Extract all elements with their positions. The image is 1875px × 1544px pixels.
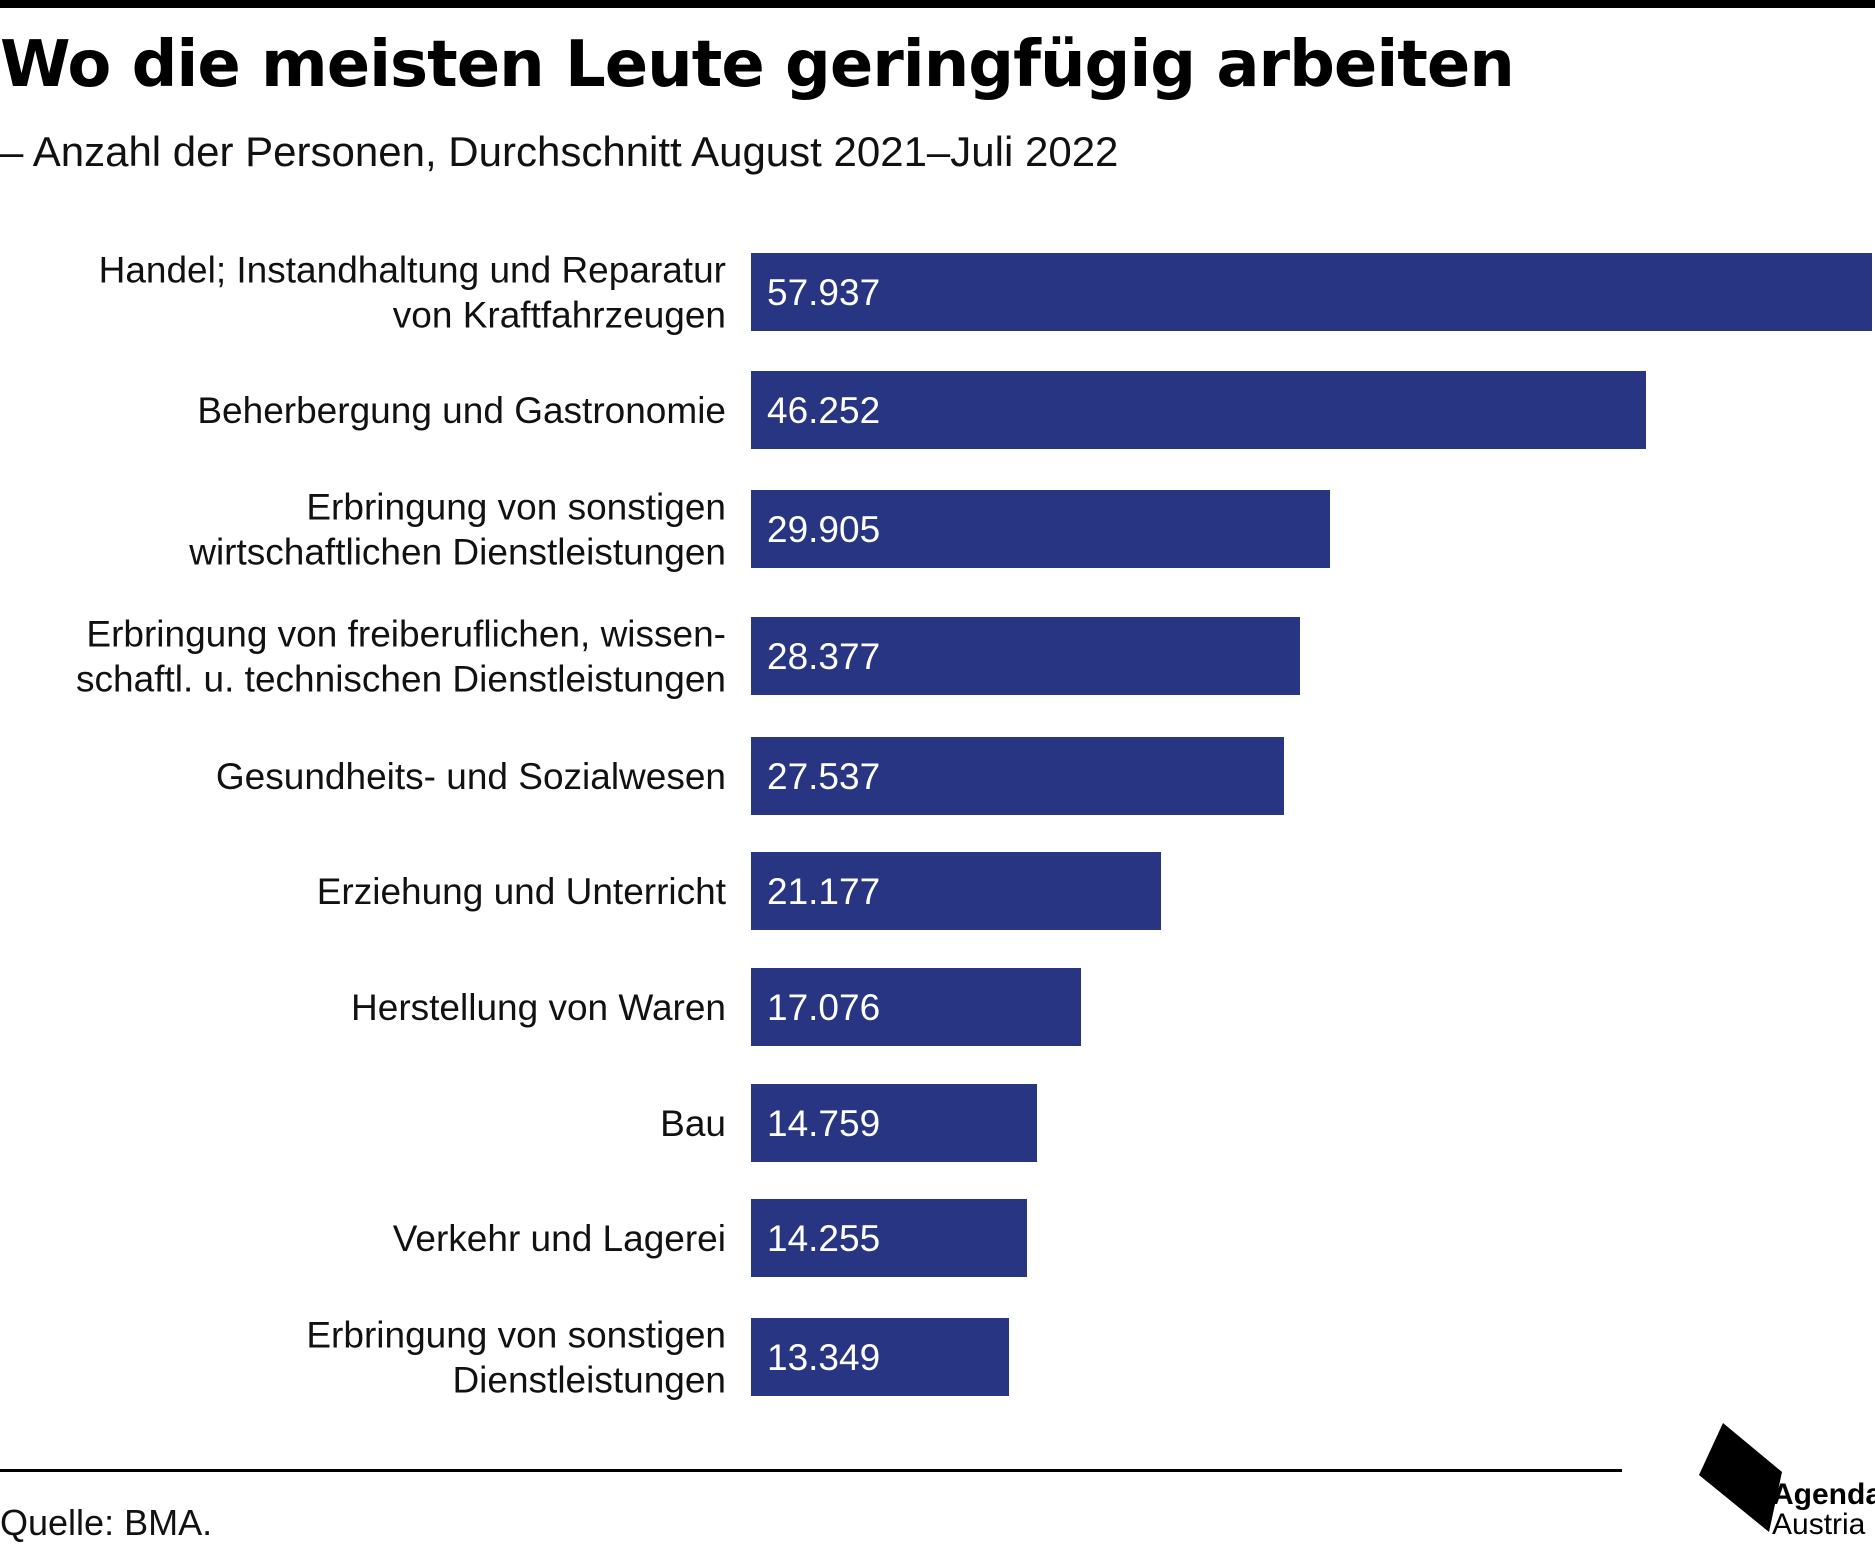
category-label: Erbringung von sonstigen [306, 1315, 726, 1356]
bar [751, 253, 1872, 331]
bar-value-label: 46.252 [767, 390, 880, 431]
bar [751, 490, 1330, 568]
category-label: wirtschaftlichen Dienstleistungen [188, 532, 726, 573]
category-label: schaftl. u. technischen Dienstleistungen [76, 659, 726, 700]
category-label: Erbringung von freiberuflichen, wissen- [86, 614, 726, 655]
bar-value-label: 29.905 [767, 509, 880, 550]
bottom-rule [0, 1469, 1622, 1472]
category-label: Gesundheits- und Sozialwesen [216, 756, 726, 797]
category-label: von Kraftfahrzeugen [393, 295, 726, 336]
bar-value-label: 27.537 [767, 756, 880, 797]
agenda-austria-logo-icon [1699, 1423, 1782, 1532]
bar [751, 1318, 1009, 1396]
bar [751, 737, 1284, 815]
category-label: Erziehung und Unterricht [317, 871, 727, 912]
bar-value-label: 21.177 [767, 871, 880, 912]
category-label: Dienstleistungen [452, 1360, 726, 1401]
logo-mark [1699, 1423, 1782, 1532]
bar [751, 968, 1081, 1046]
bar-value-label: 17.076 [767, 987, 880, 1028]
category-label: Bau [660, 1103, 726, 1144]
bar-value-label: 57.937 [767, 272, 880, 313]
bar [751, 1084, 1037, 1162]
bar-value-label: 28.377 [767, 636, 880, 677]
category-label: Herstellung von Waren [351, 987, 726, 1028]
logo-text-austria: Austria [1772, 1508, 1866, 1541]
logo-text-agenda: Agenda [1772, 1478, 1875, 1511]
chart-title: Wo die meisten Leute geringfügig arbeite… [0, 28, 1515, 102]
bar-value-label: 13.349 [767, 1337, 880, 1378]
bar [751, 371, 1646, 449]
bar [751, 852, 1161, 930]
category-label: Handel; Instandhaltung und Reparatur [99, 250, 726, 291]
source-note: Quelle: BMA. [0, 1502, 213, 1543]
bar-value-label: 14.255 [767, 1218, 880, 1259]
category-label: Beherbergung und Gastronomie [197, 390, 726, 431]
top-rule [0, 0, 1875, 8]
bar-value-label: 14.759 [767, 1103, 880, 1144]
bar-chart: 57.937 Handel; Instandhaltung und Reparat… [76, 250, 1872, 1401]
bar [751, 617, 1300, 695]
category-label: Erbringung von sonstigen [306, 487, 726, 528]
chart-subtitle: – Anzahl der Personen, Durchschnitt Augu… [0, 128, 1119, 175]
bar [751, 1199, 1027, 1277]
category-label: Verkehr und Lagerei [393, 1218, 726, 1259]
